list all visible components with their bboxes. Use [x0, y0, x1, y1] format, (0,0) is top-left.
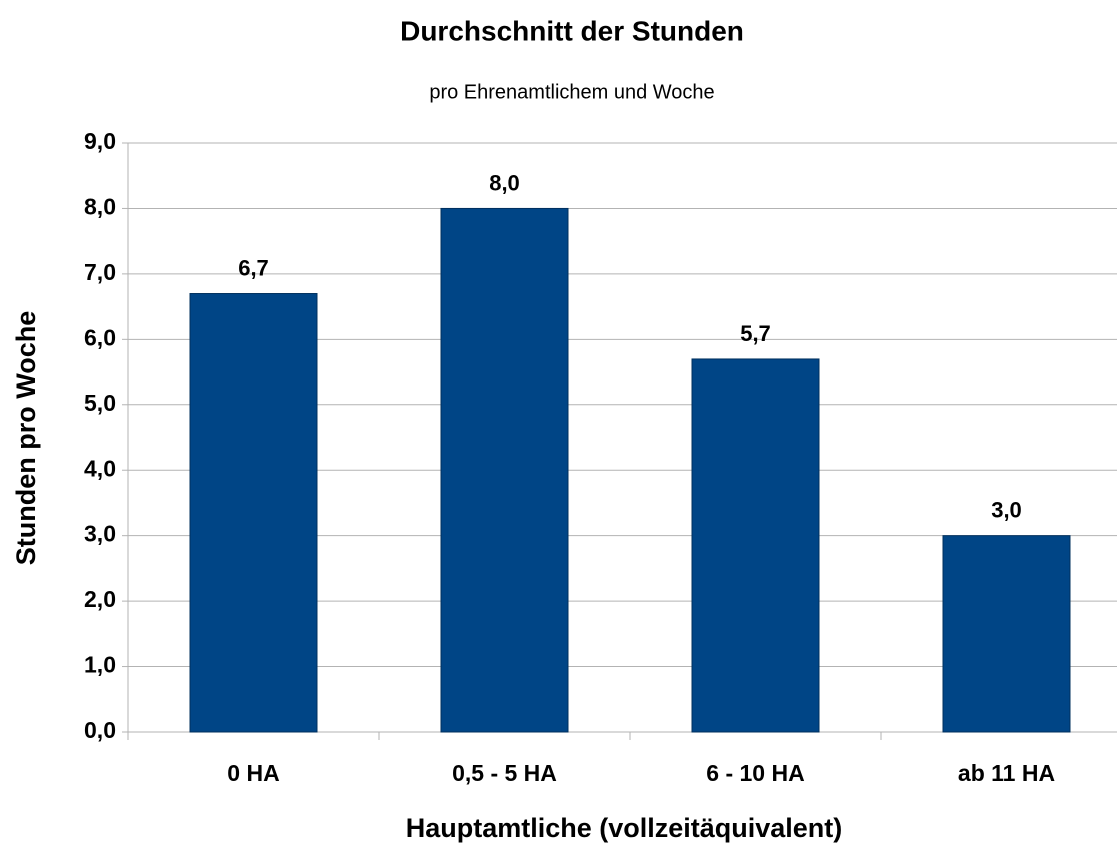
y-tick-label: 9,0 [84, 128, 116, 154]
y-tick-label: 5,0 [84, 390, 116, 416]
data-label: 6,7 [238, 255, 269, 280]
y-tick-label: 0,0 [84, 717, 116, 743]
data-label: 8,0 [489, 170, 520, 195]
y-tick-label: 8,0 [84, 194, 116, 220]
data-label: 3,0 [991, 497, 1022, 522]
chart-title: Durchschnitt der Stunden [400, 15, 744, 46]
x-tick-label: ab 11 HA [958, 760, 1055, 786]
y-tick-label: 2,0 [84, 586, 116, 612]
x-axis-title: Hauptamtliche (vollzeitäquivalent) [406, 813, 843, 843]
bar [942, 535, 1071, 733]
x-tick-label: 0,5 - 5 HA [452, 760, 557, 786]
bar [691, 358, 820, 733]
y-axis-title: Stunden pro Woche [11, 311, 41, 566]
chart-subtitle: pro Ehrenamtlichem und Woche [429, 81, 714, 103]
y-tick-label: 4,0 [84, 455, 116, 481]
x-tick-label: 6 - 10 HA [706, 760, 804, 786]
y-tick-label: 3,0 [84, 521, 116, 547]
bar [440, 207, 569, 733]
y-tick-label: 7,0 [84, 259, 116, 285]
x-tick-label: 0 HA [227, 760, 279, 786]
data-label: 5,7 [740, 321, 771, 346]
y-tick-label: 1,0 [84, 652, 116, 678]
bar [189, 293, 318, 733]
y-tick-label: 6,0 [84, 324, 116, 350]
